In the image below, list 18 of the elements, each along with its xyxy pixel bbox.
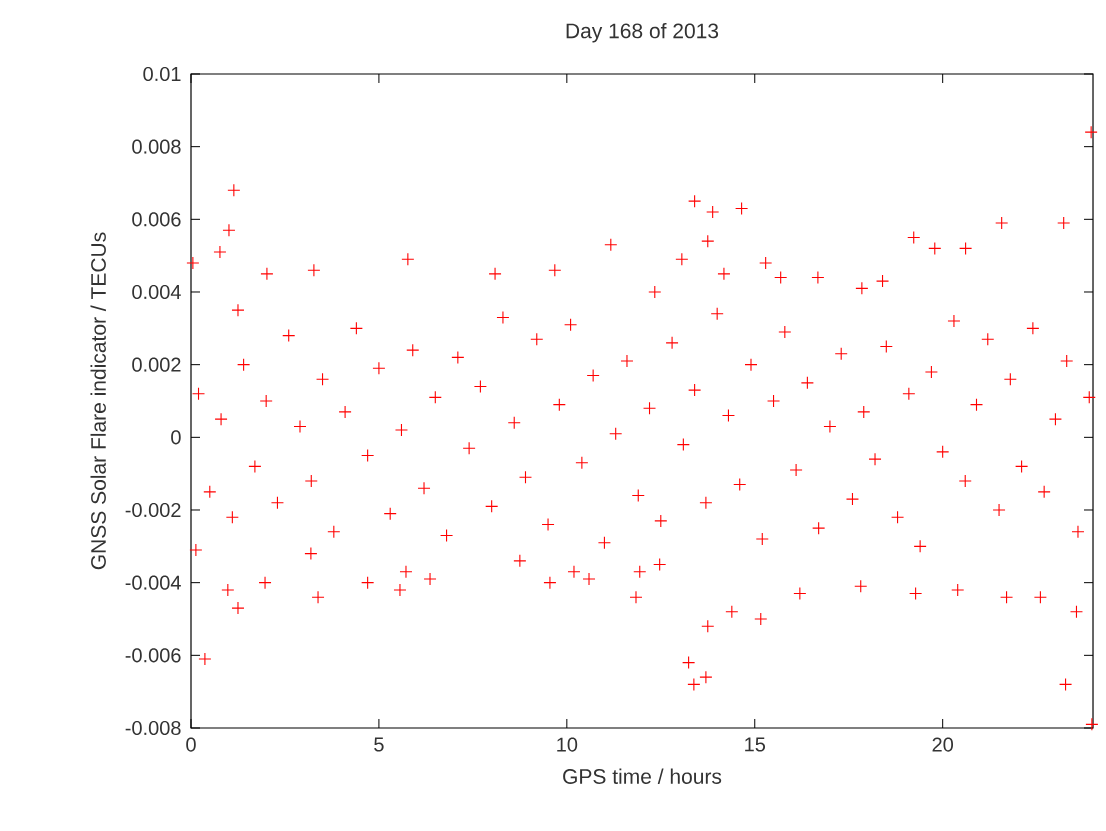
y-axis-title: GNSS Solar Flare indicator / TECUs	[90, 232, 106, 570]
y-tick-label: -0.004	[125, 575, 181, 590]
y-tick-label: 0.01	[143, 66, 181, 82]
y-tick-label: 0.006	[132, 212, 181, 227]
chart-title: Day 168 of 2013	[566, 22, 719, 43]
y-tick-label: -0.006	[125, 648, 181, 663]
y-tick-label: -0.002	[125, 502, 181, 518]
y-tick-label: 0.008	[132, 139, 181, 154]
y-tick-label: 0.004	[132, 284, 181, 300]
x-tick-label: 10	[557, 737, 578, 752]
x-tick-label: 5	[374, 737, 384, 752]
y-tick-label: 0.002	[132, 357, 181, 372]
y-tick-label: -0.008	[125, 720, 181, 736]
x-tick-label: 0	[186, 737, 196, 752]
x-axis-title: GPS time / hours	[563, 768, 722, 784]
x-tick-label: 20	[932, 737, 954, 752]
y-tick-label: 0	[171, 430, 181, 445]
x-tick-label: 15	[745, 737, 766, 752]
